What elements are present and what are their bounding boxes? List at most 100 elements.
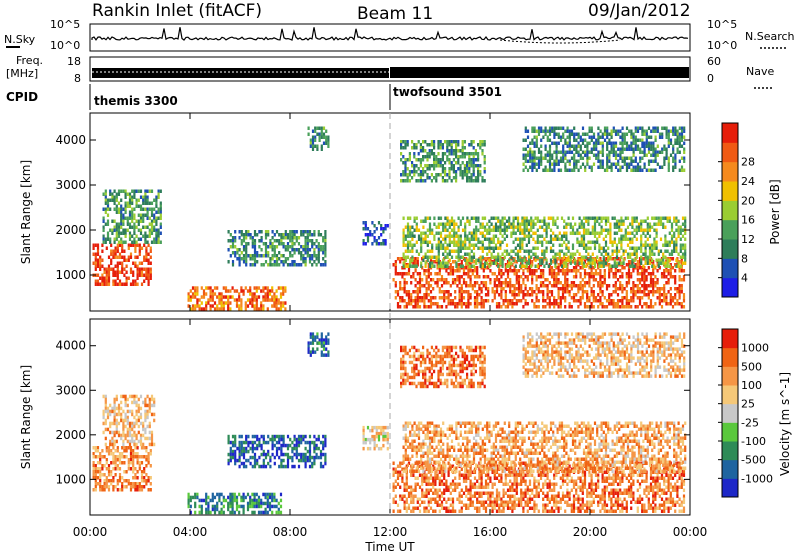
heatmap-cell xyxy=(582,240,586,244)
heatmap-cell xyxy=(645,302,648,306)
heatmap-cell xyxy=(437,140,440,144)
heatmap-cell xyxy=(92,473,95,477)
heatmap-cell xyxy=(567,216,570,220)
heatmap-cell xyxy=(585,264,588,268)
heatmap-cell xyxy=(145,273,148,277)
heatmap-cell xyxy=(622,237,625,241)
heatmap-cell xyxy=(459,234,462,238)
heatmap-cell xyxy=(311,263,314,267)
heatmap-cell xyxy=(529,156,532,160)
heatmap-cell xyxy=(672,165,675,169)
heatmap-cell xyxy=(457,228,460,232)
heatmap-cell xyxy=(109,237,112,241)
heatmap-cell xyxy=(231,236,235,240)
heatmap-cell xyxy=(545,231,548,235)
heatmap-cell xyxy=(425,269,428,273)
heatmap-cell xyxy=(400,173,403,177)
heatmap-cell xyxy=(510,249,513,253)
heatmap-cell xyxy=(511,290,514,294)
heatmap-cell xyxy=(478,284,481,288)
heatmap-cell xyxy=(520,287,523,291)
heatmap-cell xyxy=(466,161,469,165)
heatmap-cell xyxy=(439,264,443,268)
heatmap-cell xyxy=(107,255,111,259)
heatmap-cell xyxy=(595,138,598,142)
heatmap-cell xyxy=(670,252,674,256)
heatmap-cell xyxy=(133,400,136,405)
heatmap-cell xyxy=(497,258,500,262)
heatmap-cell xyxy=(426,249,429,253)
heatmap-cell xyxy=(146,394,149,399)
heatmap-cell xyxy=(669,272,672,276)
heatmap-cell xyxy=(636,129,640,133)
heatmap-cell xyxy=(620,228,623,232)
heatmap-cell xyxy=(509,284,512,288)
heatmap-cell xyxy=(534,240,537,244)
heatmap-cell xyxy=(444,264,447,268)
heatmap-cell xyxy=(318,126,321,130)
heatmap-cell xyxy=(531,287,534,291)
heatmap-cell xyxy=(653,246,656,250)
heatmap-cell xyxy=(567,246,570,250)
heatmap-cell xyxy=(148,222,151,226)
heatmap-cell xyxy=(240,498,243,503)
heatmap-cell xyxy=(641,129,644,133)
heatmap-cell xyxy=(567,258,570,262)
heatmap-cell xyxy=(442,225,445,229)
heatmap-cell xyxy=(598,234,601,238)
heatmap-cell xyxy=(494,246,498,250)
heatmap-cell xyxy=(373,236,376,240)
heatmap-cell xyxy=(148,436,151,441)
heatmap-cell xyxy=(511,293,514,297)
heatmap-cell xyxy=(549,234,553,238)
heatmap-cell xyxy=(543,264,546,268)
heatmap-cell xyxy=(147,488,150,492)
heatmap-cell xyxy=(539,284,543,288)
heatmap-cell xyxy=(144,415,147,420)
heatmap-cell xyxy=(561,272,565,276)
heatmap-cell xyxy=(624,234,627,238)
heatmap-cell xyxy=(437,161,440,165)
heatmap-cell xyxy=(641,305,644,309)
heatmap-cell xyxy=(546,159,549,163)
heatmap-cell xyxy=(220,298,223,302)
heatmap-cell xyxy=(536,237,539,241)
heatmap-cell xyxy=(519,240,522,244)
heatmap-cell xyxy=(640,258,643,262)
heatmap-cell xyxy=(486,228,489,232)
heatmap-cell xyxy=(516,228,520,232)
heatmap-cell xyxy=(121,243,124,247)
heatmap-cell xyxy=(543,252,546,256)
heatmap-cell xyxy=(630,147,633,151)
heatmap-cell xyxy=(101,279,104,283)
heatmap-cell xyxy=(428,176,431,180)
heatmap-cell xyxy=(527,255,531,259)
heatmap-cell xyxy=(645,153,648,157)
heatmap-cell xyxy=(144,201,147,205)
heatmap-cell xyxy=(245,254,248,258)
heatmap-cell xyxy=(604,243,608,247)
heatmap-cell xyxy=(112,467,115,471)
heatmap-cell xyxy=(533,269,536,273)
heatmap-cell xyxy=(614,141,618,145)
heatmap-cell xyxy=(114,252,117,256)
heatmap-cell xyxy=(557,269,560,273)
heatmap-cell xyxy=(246,289,250,293)
heatmap-cell xyxy=(643,162,646,166)
heatmap-cell xyxy=(437,258,440,262)
heatmap-cell xyxy=(578,216,581,220)
heatmap-cell xyxy=(251,295,254,299)
heatmap-cell xyxy=(392,263,395,267)
heatmap-cell xyxy=(663,272,666,276)
heatmap-cell xyxy=(497,219,500,223)
heatmap-cell xyxy=(612,299,615,303)
heatmap-cell xyxy=(508,225,511,229)
heatmap-cell xyxy=(479,222,482,226)
heatmap-cell xyxy=(198,298,201,302)
heatmap-cell xyxy=(470,158,473,162)
heatmap-cell xyxy=(426,216,429,220)
heatmap-cell xyxy=(439,234,443,238)
heatmap-cell xyxy=(501,234,504,238)
heatmap-cell xyxy=(126,403,129,408)
heatmap-cell xyxy=(530,225,533,229)
